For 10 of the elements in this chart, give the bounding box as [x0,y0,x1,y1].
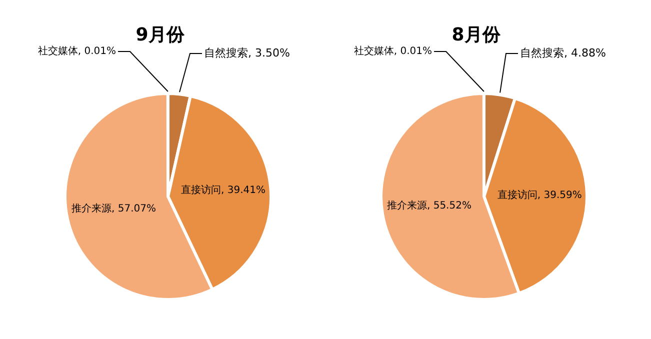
slice-label: 社交媒体, 0.01% [354,45,432,58]
slice-label: 社交媒体, 0.01% [38,45,116,58]
slice-label: 自然搜索, 3.50% [204,46,290,60]
chart-title: 9月份 [136,24,186,46]
slice-label: 直接访问, 39.41% [181,184,266,196]
slice-label: 推介来源, 57.07% [72,202,156,214]
slice-label: 直接访问, 39.59% [497,188,582,201]
slice-label: 推介来源, 55.52% [386,200,472,212]
slice-label: 自然搜索, 4.88% [520,46,606,60]
chart-title: 8月份 [452,24,502,46]
